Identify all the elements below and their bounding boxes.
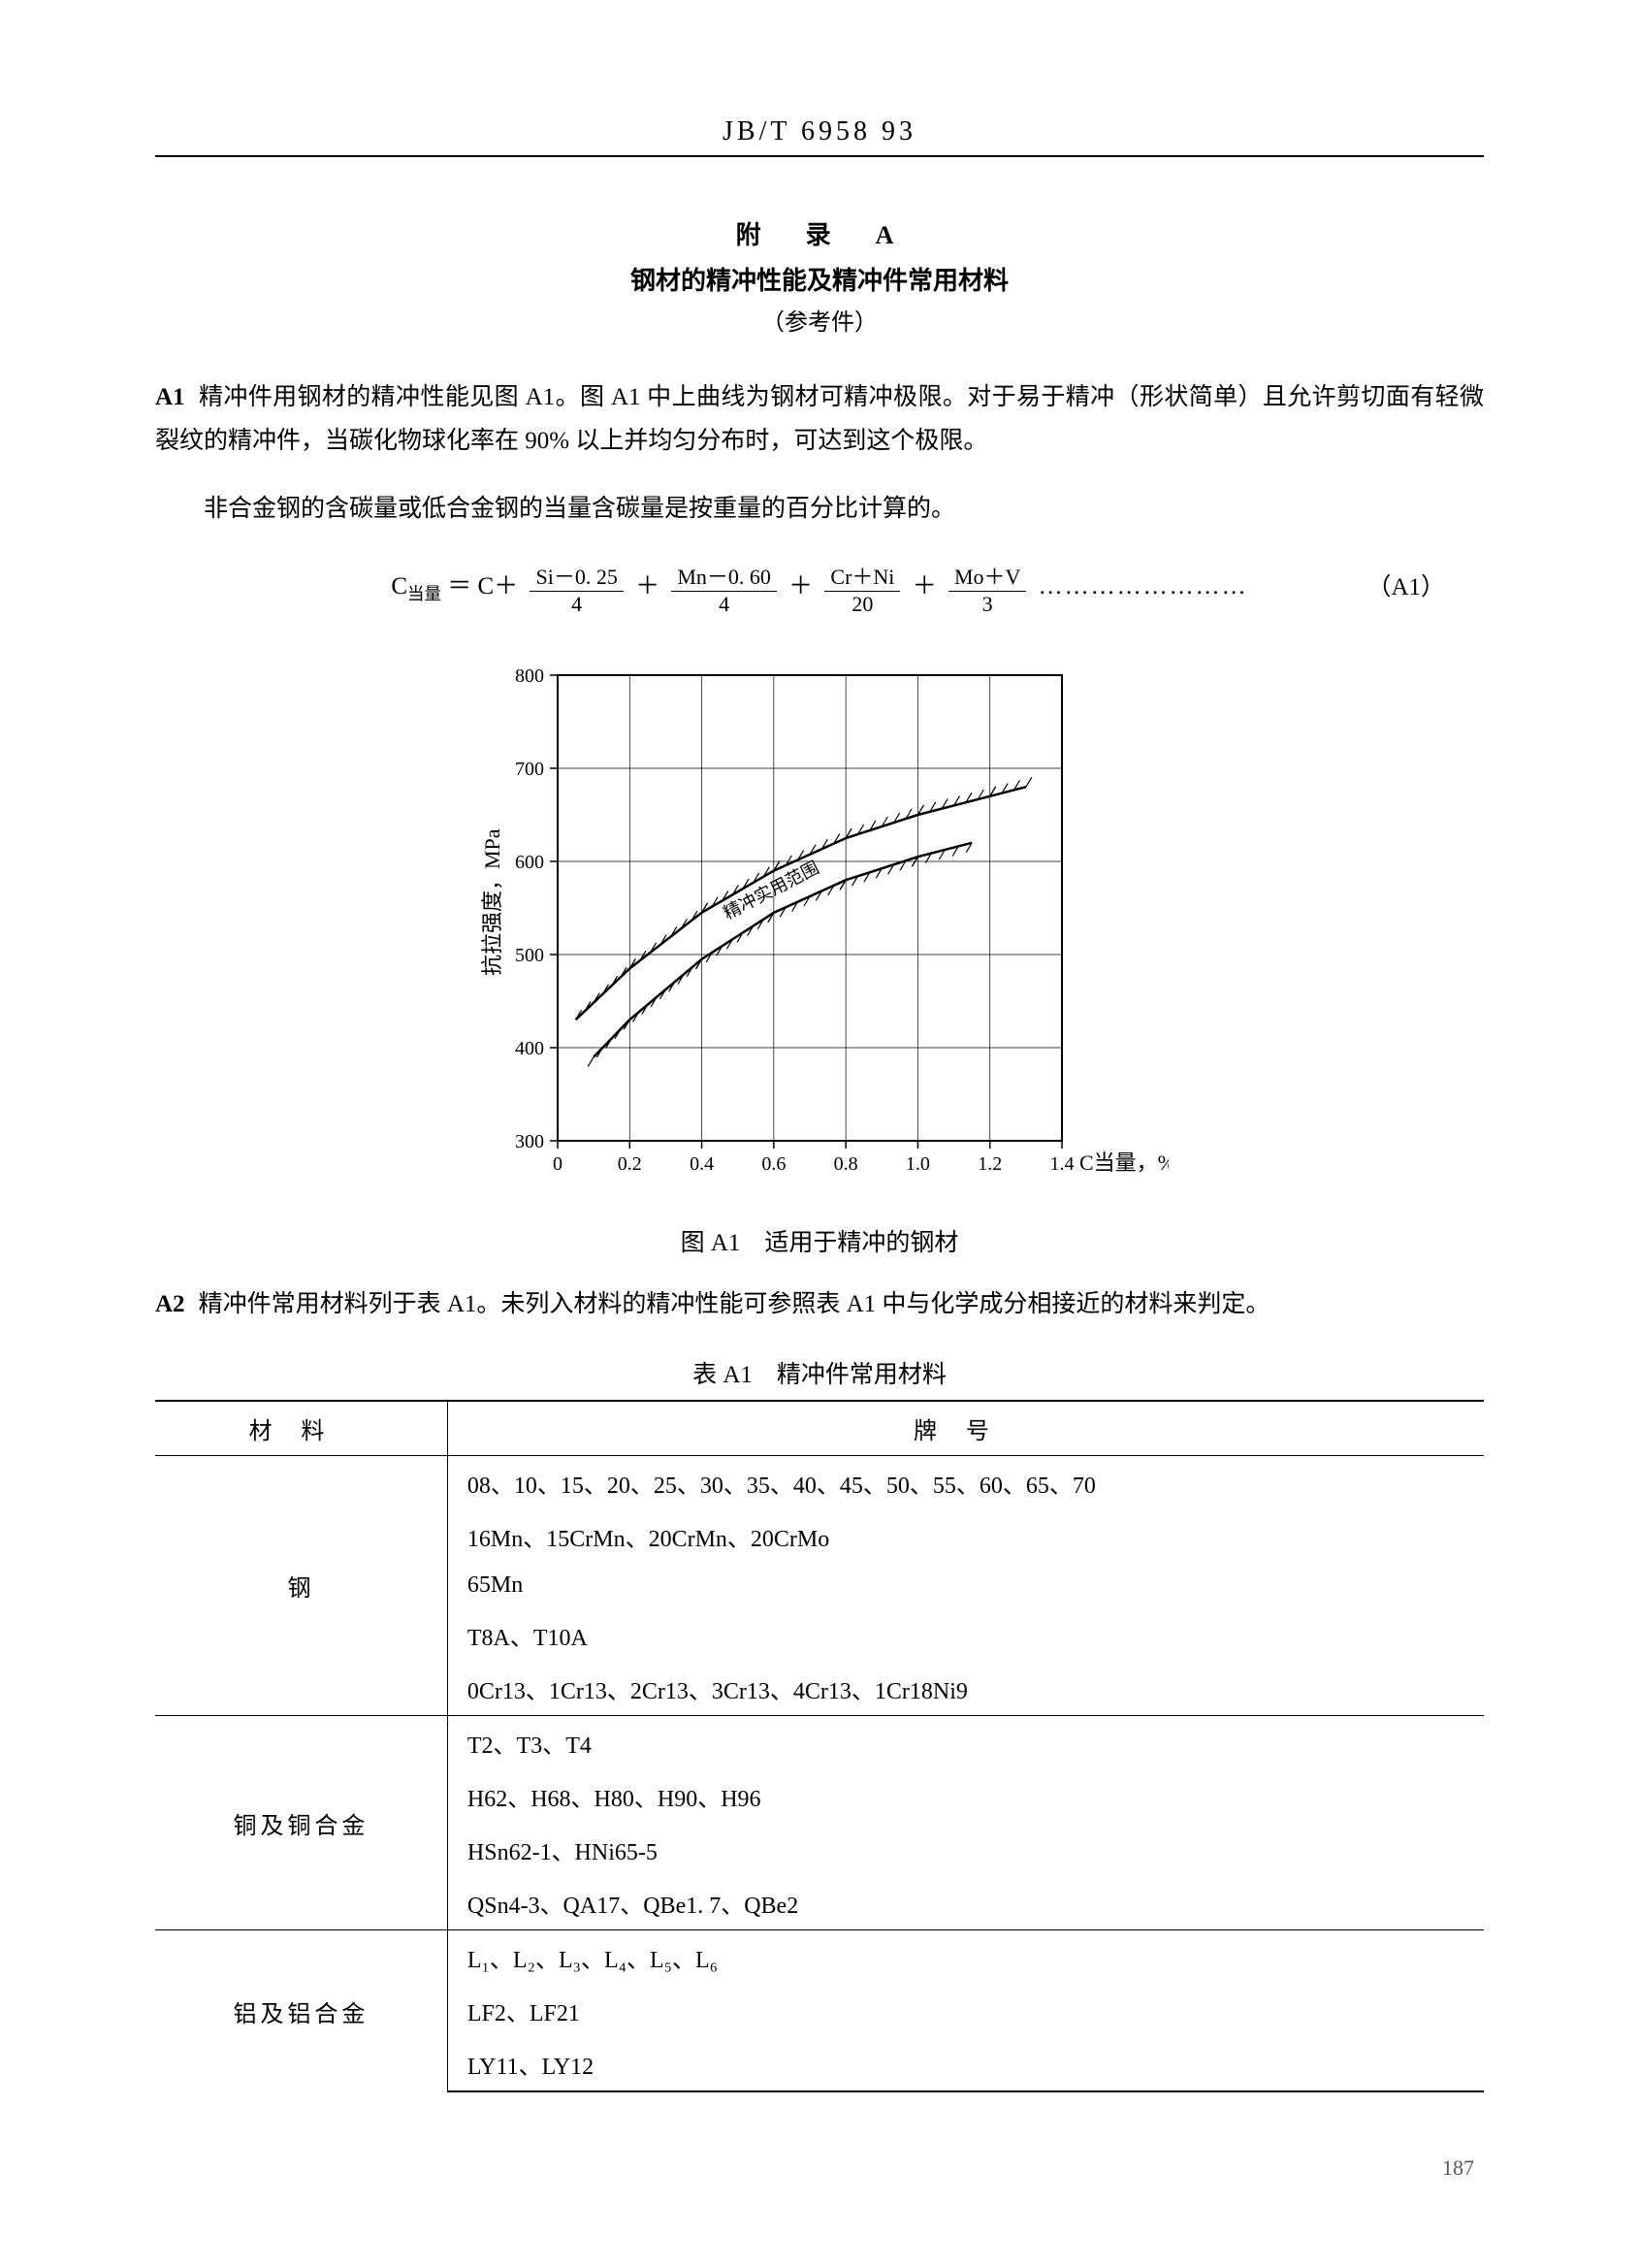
svg-text:抗拉强度，MPa: 抗拉强度，MPa	[480, 828, 504, 976]
formula-plus3: ＋	[913, 573, 937, 599]
table-row: 铝及铝合金L₁、L₂、L₃、L₄、L₅、L₆	[155, 1930, 1484, 1985]
grade-cell: LY11、LY12	[447, 2037, 1484, 2091]
section-a2-para: A2 精冲件常用材料列于表 A1。未列入材料的精冲性能可参照表 A1 中与化学成分…	[155, 1282, 1484, 1326]
section-a1-text1: 精冲件用钢材的精冲性能见图 A1。图 A1 中上曲线为钢材可精冲极限。对于易于精…	[155, 384, 1484, 454]
formula-frac-si: Si－0. 254	[530, 560, 623, 617]
formula-eq: ＝	[447, 573, 471, 599]
table-caption: 表 A1 精冲件常用材料	[155, 1355, 1484, 1390]
svg-text:1.0: 1.0	[906, 1153, 930, 1175]
svg-text:0.2: 0.2	[618, 1153, 642, 1175]
section-a2-text: 精冲件常用材料列于表 A1。未列入材料的精冲性能可参照表 A1 中与化学成分相接…	[199, 1291, 1270, 1317]
svg-text:800: 800	[515, 665, 544, 687]
chart-a1: 0 0.2 0.4 0.6 0.8 1.0 1.2 1.4 300 400 500 600 700 800…	[470, 656, 1169, 1204]
grade-cell: LF2、LF21	[447, 1984, 1484, 2037]
material-table: 材料 牌号 钢08、10、15、20、25、30、35、40、45、50、55、…	[155, 1400, 1484, 2092]
section-a1-para1: A1精冲件用钢材的精冲性能见图 A1。图 A1 中上曲线为钢材可精冲极限。对于易…	[155, 375, 1484, 463]
svg-text:400: 400	[515, 1038, 544, 1059]
section-a2-num: A2	[155, 1291, 185, 1317]
table-header-row: 材料 牌号	[155, 1401, 1484, 1456]
svg-text:500: 500	[515, 945, 544, 966]
chart-svg: 0 0.2 0.4 0.6 0.8 1.0 1.2 1.4 300 400 500 600 700 800…	[470, 656, 1169, 1199]
formula-frac-mov: Mo＋V3	[948, 560, 1026, 617]
svg-text:300: 300	[515, 1131, 544, 1152]
svg-text:C当量，%: C当量，%	[1079, 1150, 1169, 1175]
grade-cell: T2、T3、T4	[447, 1716, 1484, 1770]
formula-a1: C当量 ＝ C＋ Si－0. 254 ＋ Mn－0. 604 ＋ Cr＋Ni20…	[155, 560, 1484, 617]
formula-frac-crni: Cr＋Ni20	[824, 560, 900, 617]
chart-caption: 图 A1 适用于精冲的钢材	[155, 1223, 1484, 1258]
material-cell: 铝及铝合金	[155, 1930, 447, 2092]
formula-term-c: C＋	[478, 573, 519, 599]
svg-text:1.2: 1.2	[978, 1153, 1002, 1175]
formula-dots: ……………………	[1039, 573, 1248, 599]
table-col-material: 材料	[155, 1401, 447, 1456]
material-cell: 钢	[155, 1456, 447, 1716]
svg-text:700: 700	[515, 759, 544, 780]
formula-lhs: C当量	[391, 573, 441, 599]
svg-text:0.6: 0.6	[761, 1153, 786, 1175]
appendix-reference: （参考件）	[155, 303, 1484, 337]
table-row: 钢08、10、15、20、25、30、35、40、45、50、55、60、65、…	[155, 1456, 1484, 1510]
svg-text:0.8: 0.8	[834, 1153, 858, 1175]
appendix-title: 钢材的精冲性能及精冲件常用材料	[155, 261, 1484, 297]
grade-cell: 08、10、15、20、25、30、35、40、45、50、55、60、65、7…	[447, 1456, 1484, 1510]
page-number: 187	[1442, 2155, 1474, 2181]
formula-eqnum: （A1）	[1366, 567, 1445, 602]
svg-text:0: 0	[553, 1153, 562, 1175]
formula-plus2: ＋	[788, 573, 813, 599]
svg-text:600: 600	[515, 852, 544, 873]
material-cell: 铜及铜合金	[155, 1716, 447, 1930]
table-row: 铜及铜合金T2、T3、T4	[155, 1716, 1484, 1770]
formula-plus1: ＋	[635, 573, 659, 599]
section-a1-para2: 非合金钢的含碳量或低合金钢的当量含碳量是按重量的百分比计算的。	[155, 487, 1484, 531]
formula-frac-mn: Mn－0. 604	[671, 560, 777, 617]
grade-cell: QSn4-3、QA17、QBe1. 7、QBe2	[447, 1876, 1484, 1930]
svg-text:0.4: 0.4	[690, 1153, 714, 1175]
grade-cell: 16Mn、15CrMn、20CrMn、20CrMo	[447, 1509, 1484, 1563]
grade-cell: L₁、L₂、L₃、L₄、L₅、L₆	[447, 1930, 1484, 1985]
standard-number: JB/T 6958 93	[155, 116, 1484, 147]
header-rule	[155, 155, 1484, 157]
grade-cell: 0Cr13、1Cr13、2Cr13、3Cr13、4Cr13、1Cr18Ni9	[447, 1662, 1484, 1716]
section-a1-num: A1	[155, 384, 185, 410]
grade-cell: HSn62-1、HNi65-5	[447, 1823, 1484, 1876]
grade-cell: T8A、T10A	[447, 1608, 1484, 1662]
grade-cell: H62、H68、H80、H90、H96	[447, 1769, 1484, 1823]
page: JB/T 6958 93 附 录 A 钢材的精冲性能及精冲件常用材料 （参考件）…	[0, 0, 1639, 2268]
table-col-grade: 牌号	[447, 1401, 1484, 1456]
svg-text:1.4: 1.4	[1050, 1153, 1075, 1175]
appendix-label: 附 录 A	[155, 215, 1484, 251]
grade-cell: 65Mn	[447, 1563, 1484, 1608]
